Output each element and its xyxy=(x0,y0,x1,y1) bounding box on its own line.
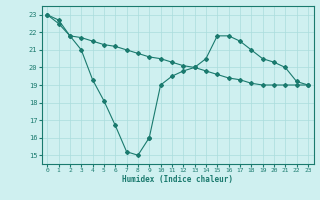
X-axis label: Humidex (Indice chaleur): Humidex (Indice chaleur) xyxy=(122,175,233,184)
